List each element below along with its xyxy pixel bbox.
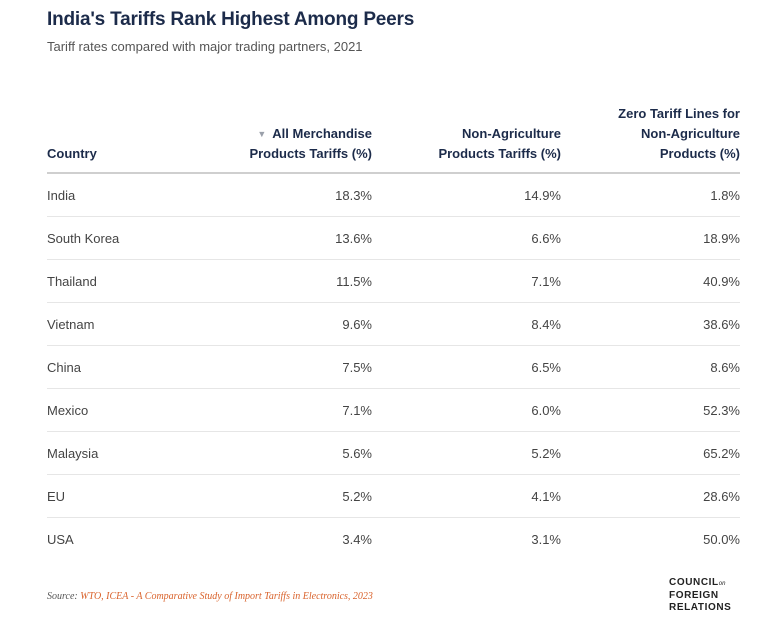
table-row: China 7.5% 6.5% 8.6% xyxy=(47,345,740,389)
column-header-all-merchandise[interactable]: ▼ All Merchandise Products Tariffs (%) xyxy=(187,104,372,174)
source-text: WTO, ICEA - A Comparative Study of Impor… xyxy=(80,591,373,602)
table-body: India 18.3% 14.9% 1.8% South Korea 13.6% 6.6% 1… xyxy=(47,173,740,560)
logo-line: FOREIGN xyxy=(669,590,719,601)
cell-non-agriculture: 7.1% xyxy=(372,259,561,303)
column-header-label: Country xyxy=(47,146,97,161)
cfr-logo: COUNCILon FOREIGN RELATIONS xyxy=(669,577,731,614)
cell-non-agriculture: 6.5% xyxy=(372,345,561,389)
column-header-label: Zero Tariff Lines for xyxy=(618,106,740,121)
sort-descending-icon: ▼ xyxy=(257,129,267,139)
cell-zero-tariff-lines: 65.2% xyxy=(561,431,740,475)
chart-title: India's Tariffs Rank Highest Among Peers xyxy=(47,9,415,30)
cell-zero-tariff-lines: 52.3% xyxy=(561,388,740,432)
table-row: USA 3.4% 3.1% 50.0% xyxy=(47,518,740,561)
logo-line: on xyxy=(718,581,726,587)
cell-country: EU xyxy=(47,474,187,518)
table-row: Malaysia 5.6% 5.2% 65.2% xyxy=(47,431,740,475)
table-row: South Korea 13.6% 6.6% 18.9% xyxy=(47,216,740,260)
cell-zero-tariff-lines: 8.6% xyxy=(561,345,740,389)
column-header-label: Products Tariffs (%) xyxy=(438,146,561,161)
cell-non-agriculture: 6.0% xyxy=(372,388,561,432)
cell-all-merchandise: 9.6% xyxy=(187,302,372,346)
cell-country: South Korea xyxy=(47,216,187,260)
cell-all-merchandise: 5.2% xyxy=(187,474,372,518)
cell-non-agriculture: 5.2% xyxy=(372,431,561,475)
cell-non-agriculture: 6.6% xyxy=(372,216,561,260)
column-header-label: Non-Agriculture xyxy=(462,126,561,141)
cell-zero-tariff-lines: 40.9% xyxy=(561,259,740,303)
column-header-label: Products (%) xyxy=(659,146,740,161)
column-header-label: Non-Agriculture xyxy=(641,126,740,141)
cell-country: Mexico xyxy=(47,388,187,432)
column-header-label: Products Tariffs (%) xyxy=(249,146,372,161)
cell-all-merchandise: 11.5% xyxy=(187,259,372,303)
logo-line: RELATIONS xyxy=(669,602,732,613)
cell-non-agriculture: 8.4% xyxy=(372,302,561,346)
cell-non-agriculture: 4.1% xyxy=(372,474,561,518)
cell-all-merchandise: 18.3% xyxy=(187,173,372,217)
cell-all-merchandise: 7.5% xyxy=(187,345,372,389)
table-row: India 18.3% 14.9% 1.8% xyxy=(47,173,740,217)
cell-country: Malaysia xyxy=(47,431,187,475)
logo-line: COUNCIL xyxy=(669,577,719,588)
table-header-row: Country ▼ All Merchandise Products Tariff… xyxy=(47,104,740,174)
cell-country: India xyxy=(47,173,187,217)
column-header-non-agriculture[interactable]: Non-Agriculture Products Tariffs (%) xyxy=(372,104,561,174)
cell-country: China xyxy=(47,345,187,389)
table-row: EU 5.2% 4.1% 28.6% xyxy=(47,474,740,518)
cell-zero-tariff-lines: 38.6% xyxy=(561,302,740,346)
table-row: Mexico 7.1% 6.0% 52.3% xyxy=(47,388,740,432)
source-label: Source: xyxy=(47,591,81,602)
cell-zero-tariff-lines: 50.0% xyxy=(703,531,740,547)
cell-zero-tariff-lines: 28.6% xyxy=(561,474,740,518)
cell-zero-tariff-lines: 1.8% xyxy=(561,173,740,217)
cell-country: USA xyxy=(47,531,74,547)
chart-subtitle: Tariff rates compared with major trading… xyxy=(47,39,363,54)
cell-all-merchandise: 5.6% xyxy=(187,431,372,475)
cell-all-merchandise: 3.4% xyxy=(342,531,372,547)
cell-non-agriculture: 3.1% xyxy=(531,531,561,547)
cell-all-merchandise: 13.6% xyxy=(187,216,372,260)
tariff-table: Country ▼ All Merchandise Products Tariff… xyxy=(47,104,740,560)
cell-country: Vietnam xyxy=(47,302,187,346)
cell-non-agriculture: 14.9% xyxy=(372,173,561,217)
table-row: Thailand 11.5% 7.1% 40.9% xyxy=(47,259,740,303)
column-header-label: All Merchandise xyxy=(272,126,372,141)
column-header-zero-tariff-lines[interactable]: Zero Tariff Lines for Non-Agriculture Pr… xyxy=(561,104,740,174)
column-header-country[interactable]: Country xyxy=(47,104,187,174)
cell-all-merchandise: 7.1% xyxy=(187,388,372,432)
table-row: Vietnam 9.6% 8.4% 38.6% xyxy=(47,302,740,346)
cell-country: Thailand xyxy=(47,259,187,303)
cell-zero-tariff-lines: 18.9% xyxy=(561,216,740,260)
source-note: Source: WTO, ICEA - A Comparative Study … xyxy=(47,591,373,602)
